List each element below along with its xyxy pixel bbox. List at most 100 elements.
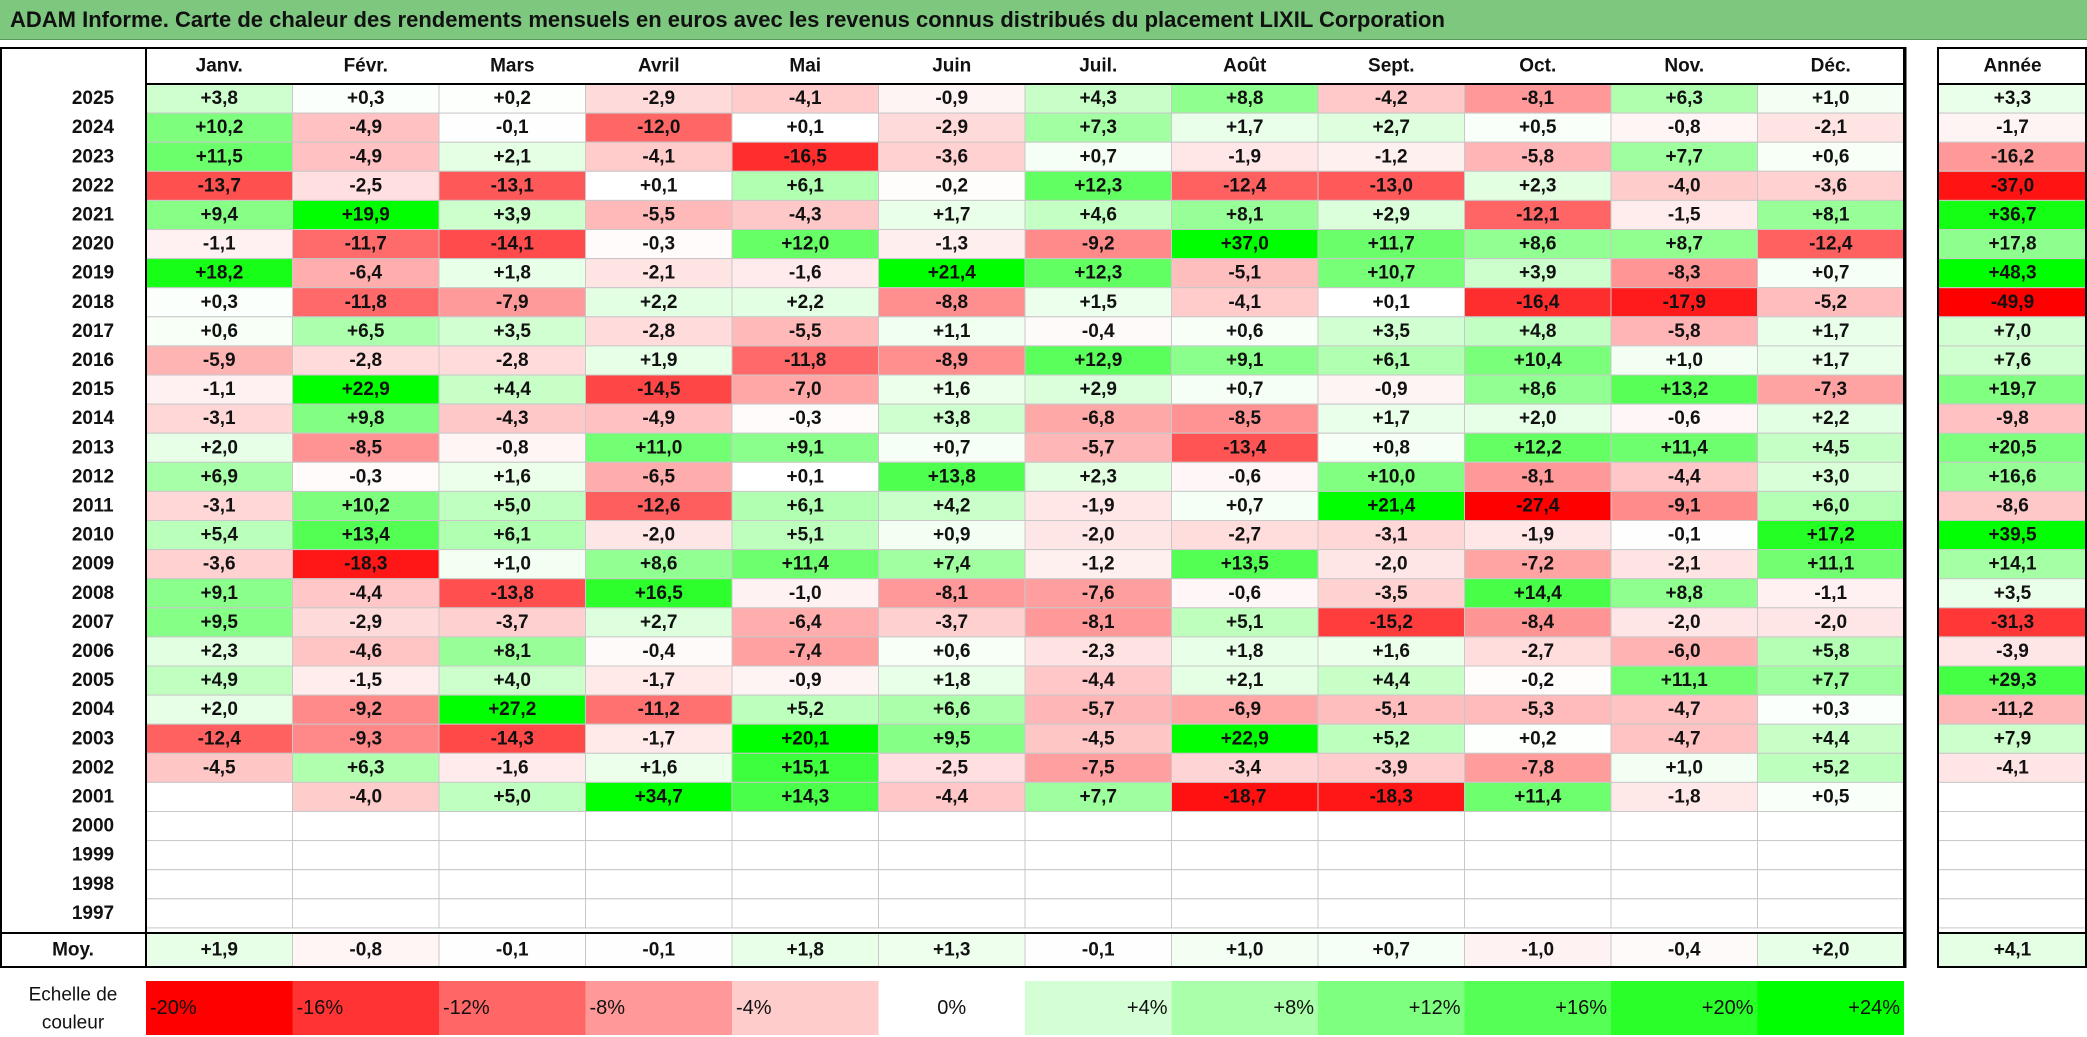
heatmap-cell xyxy=(292,345,440,376)
cell-value: -3,6 xyxy=(203,554,236,575)
heatmap-cell xyxy=(1317,287,1465,318)
cell-value: +3,8 xyxy=(933,408,971,429)
heatmap-cell xyxy=(292,403,440,434)
heatmap-cell xyxy=(731,869,879,900)
row-label-year: 2014 xyxy=(72,408,115,429)
heatmap-cell xyxy=(731,898,879,929)
annual-value: -11,2 xyxy=(1991,699,2033,720)
heatmap-cell xyxy=(1610,781,1758,813)
annual-cell xyxy=(1937,898,2087,929)
cell-value: +16,5 xyxy=(635,583,684,604)
row-label-year: 2023 xyxy=(72,146,114,167)
annual-cell xyxy=(1937,374,2087,405)
heatmap-cell xyxy=(1171,694,1319,725)
cell-value: -1,2 xyxy=(1082,554,1115,575)
cell-value: -0,8 xyxy=(496,437,529,458)
heatmap-cell xyxy=(1171,112,1319,143)
cell-value: +11,4 xyxy=(1661,437,1708,458)
color-scale-swatch xyxy=(1318,981,1465,1035)
row-label-year: 2007 xyxy=(72,612,114,633)
heatmap-cell xyxy=(1024,229,1172,260)
row-label-year: 2021 xyxy=(72,204,115,225)
cell-value: +2,0 xyxy=(200,699,238,720)
color-scale-swatch xyxy=(1025,981,1172,1035)
cell-value: -8,1 xyxy=(1521,466,1554,487)
cell-value: -4,4 xyxy=(1668,466,1701,487)
average-value: -1,0 xyxy=(1521,940,1554,961)
cell-value: +1,7 xyxy=(1372,408,1410,429)
cell-value: +1,0 xyxy=(493,554,531,575)
cell-value: +27,2 xyxy=(488,699,536,720)
heatmap-cell xyxy=(731,520,879,551)
cell-value: -1,0 xyxy=(789,583,822,604)
heatmap-cell xyxy=(292,869,440,900)
annual-value: +29,3 xyxy=(1988,670,2036,691)
cell-value: +1,6 xyxy=(640,757,678,778)
cell-value: -4,5 xyxy=(203,757,236,778)
cell-value: +12,2 xyxy=(1514,437,1562,458)
heatmap-cell xyxy=(731,432,879,463)
cell-value: -2,1 xyxy=(1814,117,1847,138)
cell-value: +0,7 xyxy=(1226,379,1264,400)
cell-value: -9,1 xyxy=(1668,495,1701,516)
cell-value: +0,1 xyxy=(786,117,824,138)
heatmap-cell xyxy=(1757,432,1905,463)
heatmap-cell xyxy=(1317,781,1465,813)
cell-value: -0,8 xyxy=(1668,117,1701,138)
row-label-year: 2018 xyxy=(72,292,114,313)
cell-value: -13,8 xyxy=(491,583,534,604)
cell-value: -4,1 xyxy=(1228,292,1261,313)
heatmap-cell xyxy=(878,752,1026,783)
header-frame xyxy=(145,47,1905,85)
cell-value: +6,3 xyxy=(1665,88,1703,109)
heatmap-cell xyxy=(145,549,293,580)
cell-value: +7,4 xyxy=(933,554,971,575)
annual-value: +16,6 xyxy=(1988,466,2036,487)
cell-value: +11,0 xyxy=(635,437,682,458)
column-header: Janv. xyxy=(196,56,243,77)
cell-value: +11,1 xyxy=(1807,554,1854,575)
heatmap-cell xyxy=(1464,549,1612,580)
heatmap-cell xyxy=(438,752,586,783)
heatmap-cell xyxy=(1024,287,1172,318)
cell-value: -0,2 xyxy=(1521,670,1554,691)
cell-value: -12,4 xyxy=(1809,234,1853,255)
cell-value: -9,2 xyxy=(1082,234,1115,255)
color-scale-tick: -8% xyxy=(590,997,626,1019)
heatmap-cell xyxy=(1171,607,1319,638)
row-label-year: 2000 xyxy=(72,816,114,837)
cell-value: -2,0 xyxy=(1375,554,1408,575)
heatmap-cell xyxy=(1024,898,1172,929)
heatmap-cell xyxy=(731,840,879,871)
annual-value: -4,1 xyxy=(1996,757,2029,778)
cell-value: +0,6 xyxy=(200,321,238,342)
heatmap-cell xyxy=(292,607,440,638)
heatmap-cell xyxy=(1757,170,1905,201)
cell-value: -0,1 xyxy=(496,117,529,138)
cell-value: +19,9 xyxy=(342,204,390,225)
cell-value: -0,6 xyxy=(1668,408,1701,429)
heatmap-cell xyxy=(1317,752,1465,783)
cell-value: +12,3 xyxy=(1074,175,1122,196)
cell-value: -0,6 xyxy=(1228,583,1261,604)
cell-value: -0,4 xyxy=(1082,321,1115,342)
heatmap-cell xyxy=(878,898,1026,929)
heatmap-cell xyxy=(1171,199,1319,230)
cell-value: -5,2 xyxy=(1814,292,1847,313)
cell-value: +4,8 xyxy=(1519,321,1557,342)
annual-value: -8,6 xyxy=(1996,495,2029,516)
cell-value: +3,9 xyxy=(493,204,531,225)
cell-value: +4,0 xyxy=(493,670,531,691)
heatmap-cell xyxy=(1171,840,1319,871)
heatmap-cell xyxy=(1610,490,1758,521)
cell-value: -3,5 xyxy=(1375,583,1408,604)
annual-value: +19,7 xyxy=(1988,379,2036,400)
cell-value: +13,5 xyxy=(1221,554,1270,575)
cell-value: -5,5 xyxy=(789,321,822,342)
cell-value: +1,7 xyxy=(1226,117,1264,138)
heatmap-cell xyxy=(1024,723,1172,754)
cell-value: +5,4 xyxy=(200,525,238,546)
heatmap-cell xyxy=(438,520,586,551)
heatmap-cell xyxy=(438,549,586,580)
heatmap-cell xyxy=(1171,520,1319,551)
